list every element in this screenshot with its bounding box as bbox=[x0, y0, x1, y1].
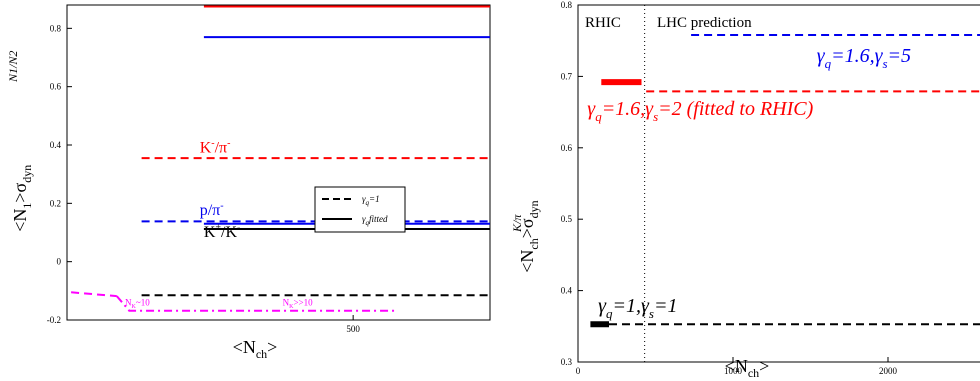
y-tick-label: 0.4 bbox=[50, 140, 62, 150]
x-axis-label: <Nch> bbox=[725, 356, 770, 380]
annotation-part: s bbox=[653, 109, 658, 124]
y-axis-label-super: N1/N2 bbox=[6, 51, 20, 83]
legend-label: γqfitted bbox=[362, 214, 388, 227]
legend-label-part: =1 bbox=[369, 194, 380, 204]
y-axis-label-part: dyn bbox=[20, 165, 34, 183]
y-axis-label-part: dyn bbox=[527, 200, 541, 218]
annotation-part: - bbox=[237, 222, 240, 233]
annotation: NK~10 bbox=[125, 297, 150, 310]
annotation-part: N bbox=[283, 297, 290, 307]
annotation-part: s bbox=[649, 306, 654, 321]
x-axis-label-part: <N bbox=[725, 356, 748, 376]
y-tick-label: 0.2 bbox=[50, 198, 61, 208]
x-axis-label-part: > bbox=[267, 337, 277, 357]
annotation: γq=1.6,γs=5 bbox=[817, 45, 911, 71]
series-line bbox=[116, 295, 395, 312]
legend-frame bbox=[314, 186, 406, 233]
annotation: γq=1,γs=1 bbox=[598, 295, 677, 321]
x-tick-label: 500 bbox=[346, 324, 360, 334]
series-line bbox=[71, 291, 117, 298]
annotation-part: q bbox=[606, 306, 613, 321]
y-axis-label-part: 1 bbox=[20, 203, 34, 209]
plot-frame bbox=[577, 4, 980, 363]
x-axis-label-part: <N bbox=[233, 337, 256, 357]
annotation-part: - bbox=[227, 138, 230, 149]
annotation-part: /π bbox=[215, 139, 228, 156]
y-axis-label-part: >σ bbox=[10, 182, 30, 202]
annotation-part: =1.6,γ bbox=[831, 45, 883, 67]
annotation-part: q bbox=[595, 109, 602, 124]
right-panel: 0.30.40.50.60.70.80 1000 2000γq=1.6,γs=5γq… bbox=[510, 0, 980, 380]
annotation: K-/π- bbox=[200, 138, 231, 156]
x-tick-label: 1000 bbox=[724, 366, 743, 376]
annotation-part: =5 bbox=[888, 45, 912, 67]
legend-label-part: q bbox=[366, 199, 370, 207]
y-tick-label: -0.2 bbox=[47, 315, 61, 325]
annotation-part: >>10 bbox=[293, 297, 313, 307]
y-axis-label: <Nch>σdyn bbox=[517, 200, 541, 272]
y-tick-label: 0.5 bbox=[561, 214, 573, 224]
x-tick-label: 0 bbox=[576, 366, 581, 376]
annotation-part: K bbox=[200, 139, 212, 156]
y-axis-label-part: ch bbox=[527, 238, 541, 249]
annotation-part: =1,γ bbox=[613, 295, 650, 317]
annotation-part: K bbox=[289, 304, 294, 310]
annotation-part: =1.6,γ bbox=[602, 98, 654, 120]
legend-label-part: q bbox=[366, 219, 370, 227]
y-tick-label: 0.4 bbox=[561, 286, 573, 296]
y-axis-label-super: K/π bbox=[510, 214, 524, 233]
annotation-part: p/π bbox=[200, 202, 221, 219]
annotation-part: ~10 bbox=[136, 297, 150, 307]
legend-label-part: fitted bbox=[369, 214, 388, 224]
y-axis-label-part: <N bbox=[10, 209, 30, 232]
legend-label-part: γ bbox=[362, 214, 366, 224]
y-tick-label: 0.3 bbox=[561, 357, 573, 367]
annotation-part: + bbox=[215, 222, 221, 233]
y-tick-label: 0.6 bbox=[561, 143, 573, 153]
y-tick-label: 0.8 bbox=[561, 0, 573, 10]
region-label-lhc: LHC prediction bbox=[657, 15, 752, 31]
x-tick-label: 2000 bbox=[879, 366, 898, 376]
annotation-part: γ bbox=[598, 295, 607, 317]
annotation-part: K bbox=[204, 224, 216, 241]
y-tick-label: 0 bbox=[57, 257, 62, 267]
annotation-part: γ bbox=[817, 45, 826, 67]
x-axis-label-part: ch bbox=[748, 366, 759, 380]
annotation-part: - bbox=[211, 138, 214, 149]
annotation: p/π- bbox=[200, 201, 224, 219]
y-tick-label: 0.6 bbox=[50, 82, 62, 92]
region-label-rhic: RHIC bbox=[585, 15, 621, 31]
annotation-part: /K bbox=[221, 224, 237, 241]
x-axis-label-part: > bbox=[759, 356, 769, 376]
annotation-part: =1 bbox=[654, 295, 678, 317]
annotation: NK>>10 bbox=[283, 297, 313, 310]
annotation-part: γ bbox=[587, 98, 596, 120]
y-axis-label-part: >σ bbox=[517, 218, 537, 238]
annotation: γq=1.6,γs=2 (fitted to RHIC) bbox=[587, 98, 813, 124]
x-axis-label: <Nch> bbox=[233, 337, 278, 361]
y-tick-label: 0.8 bbox=[50, 23, 62, 33]
x-axis-label-part: ch bbox=[256, 347, 267, 361]
annotation-part: =2 (fitted to RHIC) bbox=[658, 98, 813, 120]
y-axis-label-part: <N bbox=[517, 250, 537, 273]
annotation: K+/K- bbox=[204, 222, 241, 240]
y-tick-label: 0.7 bbox=[561, 71, 573, 81]
legend-label: γq=1 bbox=[362, 194, 380, 207]
y-axis-label: <N1>σdyn bbox=[10, 165, 34, 232]
annotation-part: - bbox=[220, 201, 223, 212]
annotation-part: s bbox=[882, 56, 887, 71]
plot-frame bbox=[66, 4, 491, 321]
annotation-part: K bbox=[132, 304, 137, 310]
annotation-part: q bbox=[825, 56, 832, 71]
legend-label-part: γ bbox=[362, 194, 366, 204]
annotation-part: N bbox=[125, 297, 132, 307]
